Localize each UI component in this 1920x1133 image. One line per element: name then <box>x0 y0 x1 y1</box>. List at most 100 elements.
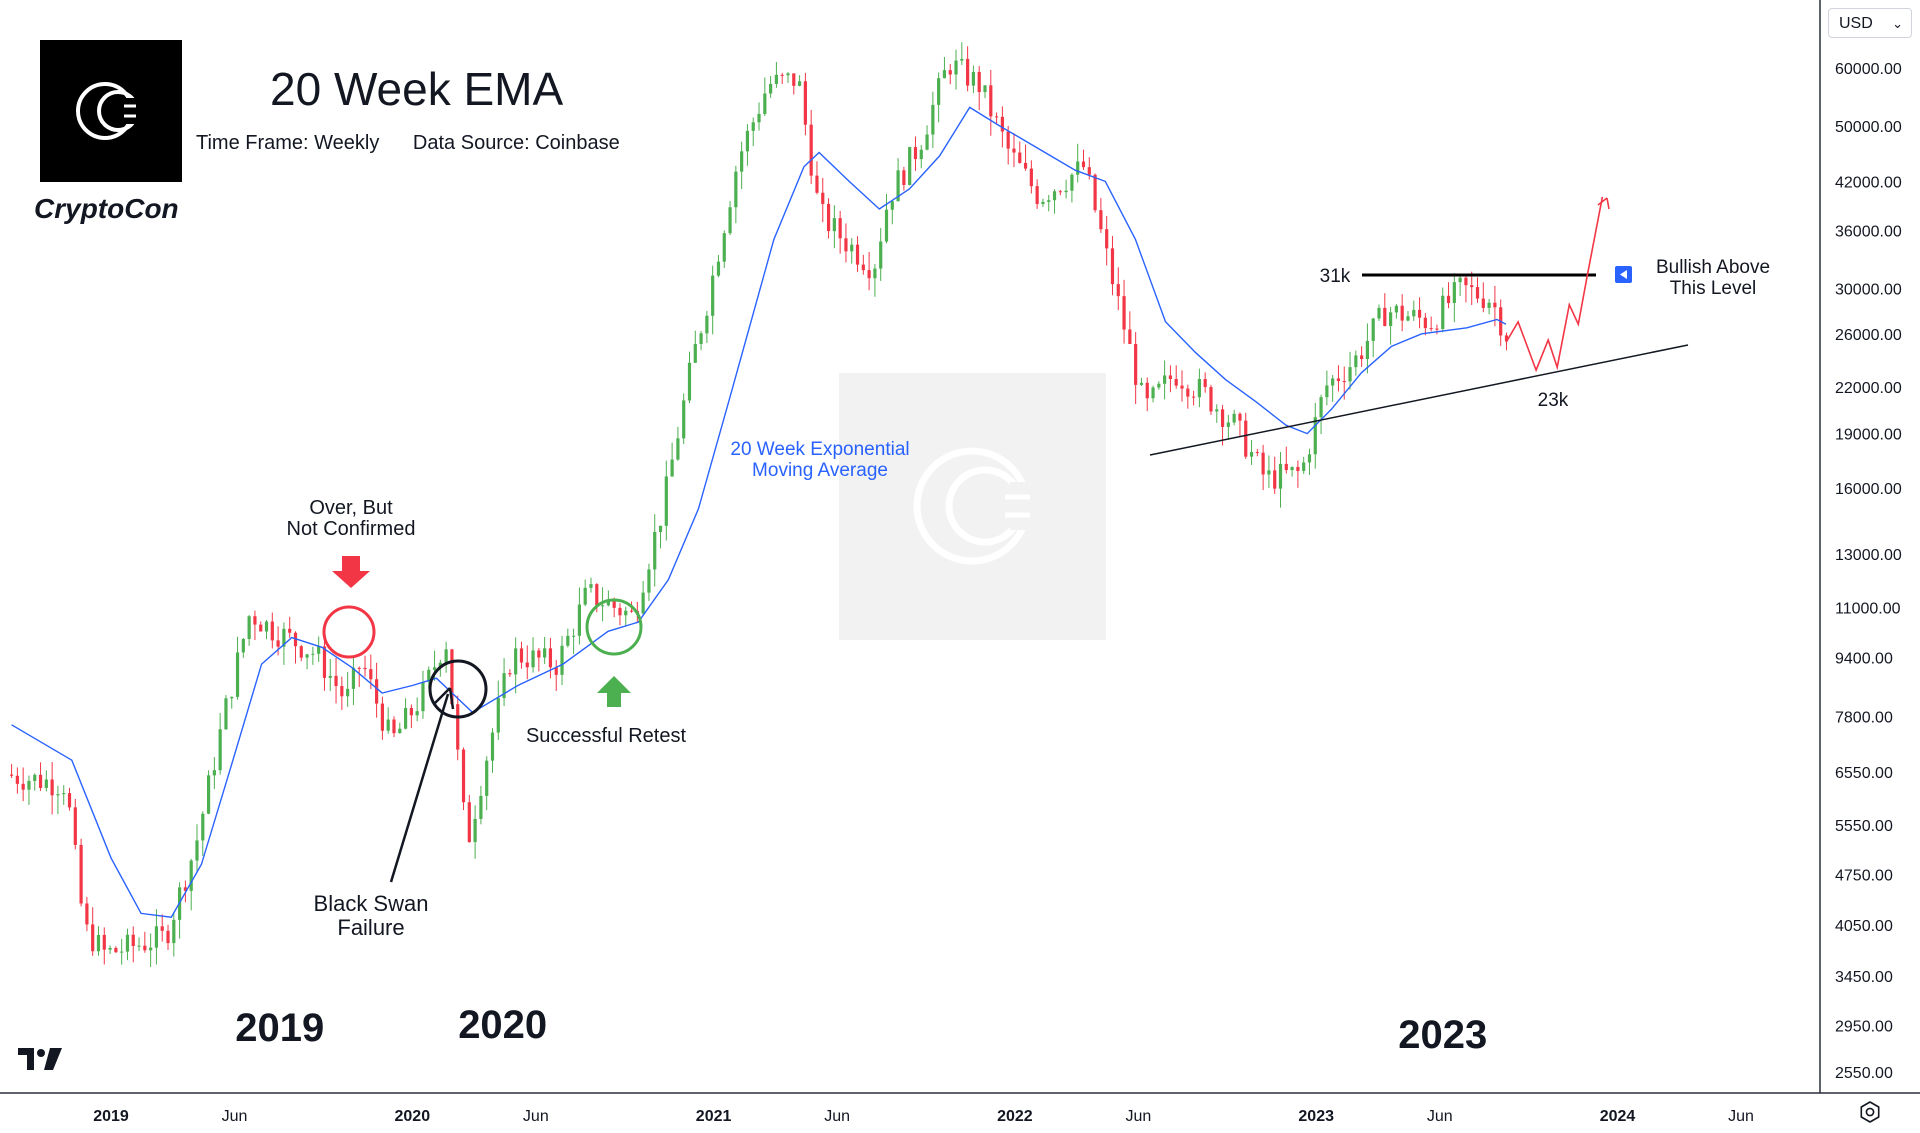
candle-body <box>682 400 686 439</box>
candle-body <box>1307 454 1312 463</box>
candle-body <box>1261 452 1265 475</box>
candle-body <box>809 124 813 176</box>
candle-body <box>9 774 14 776</box>
candle-body <box>595 584 599 606</box>
candle-body <box>1220 409 1225 427</box>
candle-body <box>815 175 819 193</box>
black-circle-marker <box>428 659 488 719</box>
candle-body <box>960 58 964 61</box>
tradingview-logo-icon[interactable] <box>18 1046 64 1074</box>
candle-body <box>102 934 106 950</box>
candle-body <box>1139 382 1144 385</box>
candle-body <box>994 116 999 118</box>
timeframe-label: Time Frame: Weekly <box>196 132 380 154</box>
settings-gear-icon[interactable] <box>1858 1100 1882 1124</box>
time-tick-label: Jun <box>523 1108 549 1125</box>
candle-body <box>1446 295 1451 303</box>
candle-body <box>867 270 871 279</box>
time-axis[interactable]: 2019 Jun 2020 Jun 2021 Jun 2022 Jun 2023 Jun 2024 J… <box>93 1108 1754 1125</box>
candle-body <box>629 610 634 612</box>
time-tick-label: Jun <box>1126 1108 1152 1125</box>
candle-body <box>745 130 750 152</box>
candle-body <box>792 73 796 86</box>
candle-body <box>1157 383 1161 388</box>
candle-body <box>299 646 303 658</box>
currency-value: USD <box>1839 15 1873 32</box>
candle-body <box>50 779 54 796</box>
red-circle-marker <box>322 605 376 659</box>
candle-body <box>108 947 112 950</box>
candle-body <box>1244 420 1248 457</box>
candle-body <box>386 719 390 731</box>
year-label: 2020 <box>458 1003 547 1047</box>
candle-body <box>734 171 738 208</box>
candle-body <box>380 703 385 731</box>
candle-body <box>803 81 807 125</box>
candle-body <box>1342 381 1346 383</box>
candle-body <box>1487 302 1491 308</box>
candle-body <box>1145 382 1149 399</box>
candle-body <box>942 70 947 79</box>
candle-body <box>1290 466 1294 471</box>
candle-body <box>902 170 906 185</box>
currency-select[interactable]: USD ⌄ <box>1828 8 1912 38</box>
annotations-layer: Over, But Not Confirmed Black Swan Failure S… <box>287 196 1770 940</box>
candle-body <box>131 934 135 946</box>
price-axis[interactable]: 60000.00 50000.00 42000.00 36000.00 30000.00… <box>1835 61 1902 1082</box>
candle-body <box>989 85 993 117</box>
center-watermark <box>839 373 1106 640</box>
candle-body <box>1023 162 1028 169</box>
candle-body <box>1296 466 1300 471</box>
candle-body <box>722 233 726 262</box>
candle-body <box>1029 168 1033 187</box>
candle-body <box>1475 287 1480 299</box>
candle-body <box>137 945 141 947</box>
pointer-arrow-head <box>434 687 455 710</box>
candle-body <box>844 238 848 252</box>
candle-body <box>890 201 894 210</box>
candle-body <box>1365 340 1370 360</box>
cryptocon-logo <box>40 40 182 182</box>
candle-body <box>658 525 663 532</box>
projection-arrow-head <box>1597 197 1610 210</box>
candle-body <box>1441 295 1445 329</box>
candle-body <box>1226 422 1230 427</box>
candle-body <box>363 667 367 670</box>
candle-body <box>966 58 970 86</box>
candle-body <box>1052 191 1057 201</box>
candle-body <box>27 780 31 790</box>
candle-body <box>641 592 645 614</box>
candle-body <box>838 218 842 239</box>
candle-body <box>1151 387 1155 399</box>
candle-body <box>1412 309 1416 317</box>
candle-body <box>693 343 697 363</box>
candle-body <box>711 275 715 316</box>
candle-body <box>351 667 356 689</box>
time-tick-label: 2021 <box>696 1108 732 1125</box>
candle-body <box>931 104 935 135</box>
candle-body <box>1325 385 1329 398</box>
candle-body <box>398 728 402 734</box>
price-tick-label: 42000.00 <box>1835 174 1902 191</box>
candle-body <box>1035 186 1039 205</box>
note-over-not-confirmed: Over, But Not Confirmed <box>287 497 416 540</box>
candle-body <box>253 616 257 625</box>
candle-body <box>1336 378 1341 382</box>
candle-body <box>1076 161 1080 175</box>
candle-body <box>1122 296 1126 330</box>
candle-body <box>1267 470 1271 475</box>
time-tick-label: 2023 <box>1298 1108 1334 1125</box>
candle-body <box>740 151 744 172</box>
candle-body <box>780 74 784 76</box>
price-tick-label: 7800.00 <box>1835 710 1893 727</box>
price-tick-label: 2550.00 <box>1835 1065 1893 1082</box>
price-tick-label: 30000.00 <box>1835 281 1902 298</box>
candle-body <box>769 83 773 94</box>
candle-body <box>577 604 582 636</box>
candle-body <box>473 818 477 843</box>
candle-body <box>1064 190 1068 193</box>
price-tick-label: 50000.00 <box>1835 119 1902 136</box>
candle-body <box>502 673 506 699</box>
candle-body <box>1377 307 1381 319</box>
